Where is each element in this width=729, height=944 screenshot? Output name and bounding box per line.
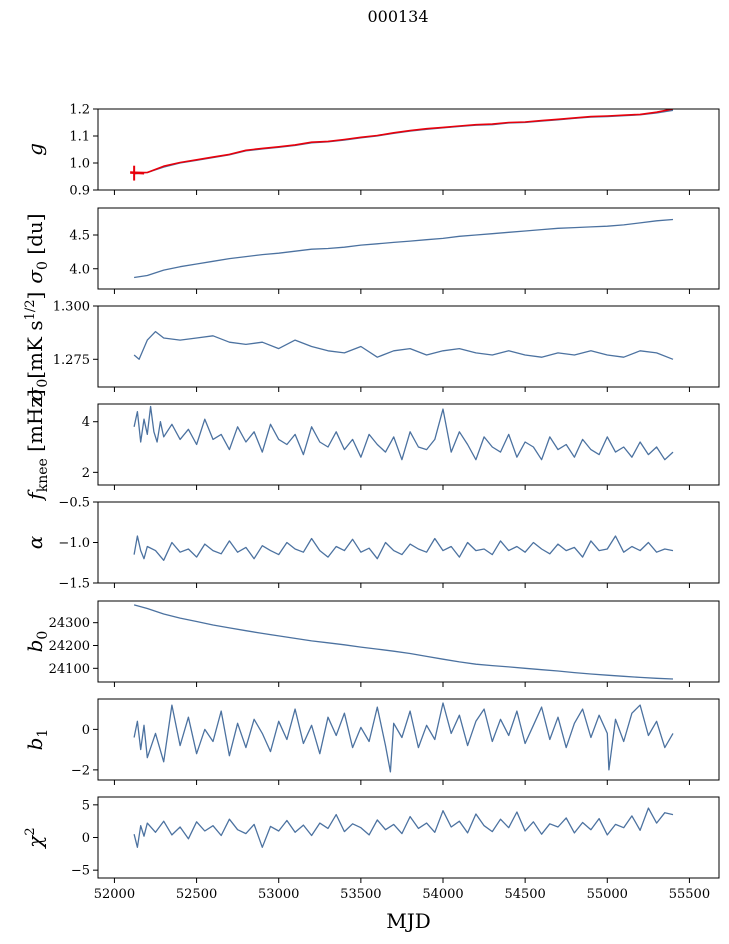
y-axis-label: b1 xyxy=(23,729,51,751)
y-axis-label: g xyxy=(23,143,47,156)
x-tick-label: 52000 xyxy=(94,887,135,902)
y-tick-label: 0.9 xyxy=(69,184,90,199)
x-tick-label: 53500 xyxy=(340,887,381,902)
y-axis-label: σ0 [du] xyxy=(23,213,51,283)
y-tick-label: 5 xyxy=(82,798,90,813)
y-axis-label: σ0[mK s1/2] xyxy=(23,292,51,402)
axes-frame xyxy=(97,501,720,584)
panel-2: 4.0 4.5 σ0 [du] xyxy=(23,207,720,294)
y-tick-label: 0 xyxy=(82,831,90,846)
y-tick-label: 4 xyxy=(82,415,90,430)
series-line xyxy=(133,535,674,561)
series-line xyxy=(133,604,674,680)
y-tick-label: 0 xyxy=(82,723,90,738)
panel-4: 2 4 fknee [mHz] xyxy=(23,389,720,502)
axes-frame xyxy=(97,403,720,486)
y-tick-label: 4.5 xyxy=(69,229,90,244)
axes-frame xyxy=(97,698,720,781)
y-tick-label: 24100 xyxy=(49,662,90,677)
error-bar xyxy=(130,171,145,175)
y-axis-label: α xyxy=(23,535,47,549)
x-axis-label: MJD xyxy=(386,909,431,933)
y-tick-label: 1.300 xyxy=(53,300,90,315)
figure-title: 000134 xyxy=(367,7,428,26)
series-line xyxy=(134,109,674,174)
panel-7: −2 0 b1 xyxy=(23,698,720,785)
y-axis-label: fknee [mHz] xyxy=(23,389,51,501)
y-tick-label: 1.0 xyxy=(69,157,90,172)
series-line xyxy=(133,405,674,461)
x-tick-label: 54500 xyxy=(504,887,545,902)
x-tick-label: 55000 xyxy=(587,887,628,902)
y-tick-label: 1.1 xyxy=(69,130,90,145)
y-tick-label: −1.0 xyxy=(58,536,90,551)
y-tick-label: −5 xyxy=(71,864,90,879)
y-axis-label: χ2 xyxy=(23,827,47,849)
series-line xyxy=(134,218,674,279)
series-line xyxy=(134,109,674,175)
axes-frame xyxy=(97,796,720,879)
y-tick-label: 4.0 xyxy=(69,262,90,277)
x-tick-label: 52500 xyxy=(176,887,217,902)
x-tick-label: 54000 xyxy=(422,887,463,902)
series-line xyxy=(133,330,674,360)
y-axis-label: b0 xyxy=(23,631,51,653)
panel-5: −1.5 −1.0 −0.5 α xyxy=(23,496,720,592)
axes-frame xyxy=(97,600,720,683)
axes-frame xyxy=(97,305,720,388)
y-tick-label: −1.5 xyxy=(58,577,90,592)
y-tick-label: −2 xyxy=(71,763,90,778)
y-tick-label: 1.275 xyxy=(53,353,90,368)
series-line xyxy=(133,807,674,848)
y-tick-label: 1.2 xyxy=(69,103,90,118)
axes-frame xyxy=(97,207,720,290)
axes-frame xyxy=(97,108,720,191)
y-tick-label: −0.5 xyxy=(58,496,90,511)
series-line xyxy=(133,702,674,773)
y-tick-label: 24300 xyxy=(49,616,90,631)
panels: 0.9 1.0 1.1 1.2 g 4.0 4.5 σ0 [du] 1.275 1.300σ0[m… xyxy=(23,103,720,933)
y-tick-label: 24200 xyxy=(49,639,90,654)
x-tick-label: 53000 xyxy=(258,887,299,902)
x-tick-label: 55500 xyxy=(669,887,710,902)
panel-8: −5 0 5 52000 52500 53000 53500 54000 54500 55000 5… xyxy=(23,796,720,933)
panel-1: 0.9 1.0 1.1 1.2 g xyxy=(23,103,720,199)
y-tick-label: 2 xyxy=(82,466,90,481)
